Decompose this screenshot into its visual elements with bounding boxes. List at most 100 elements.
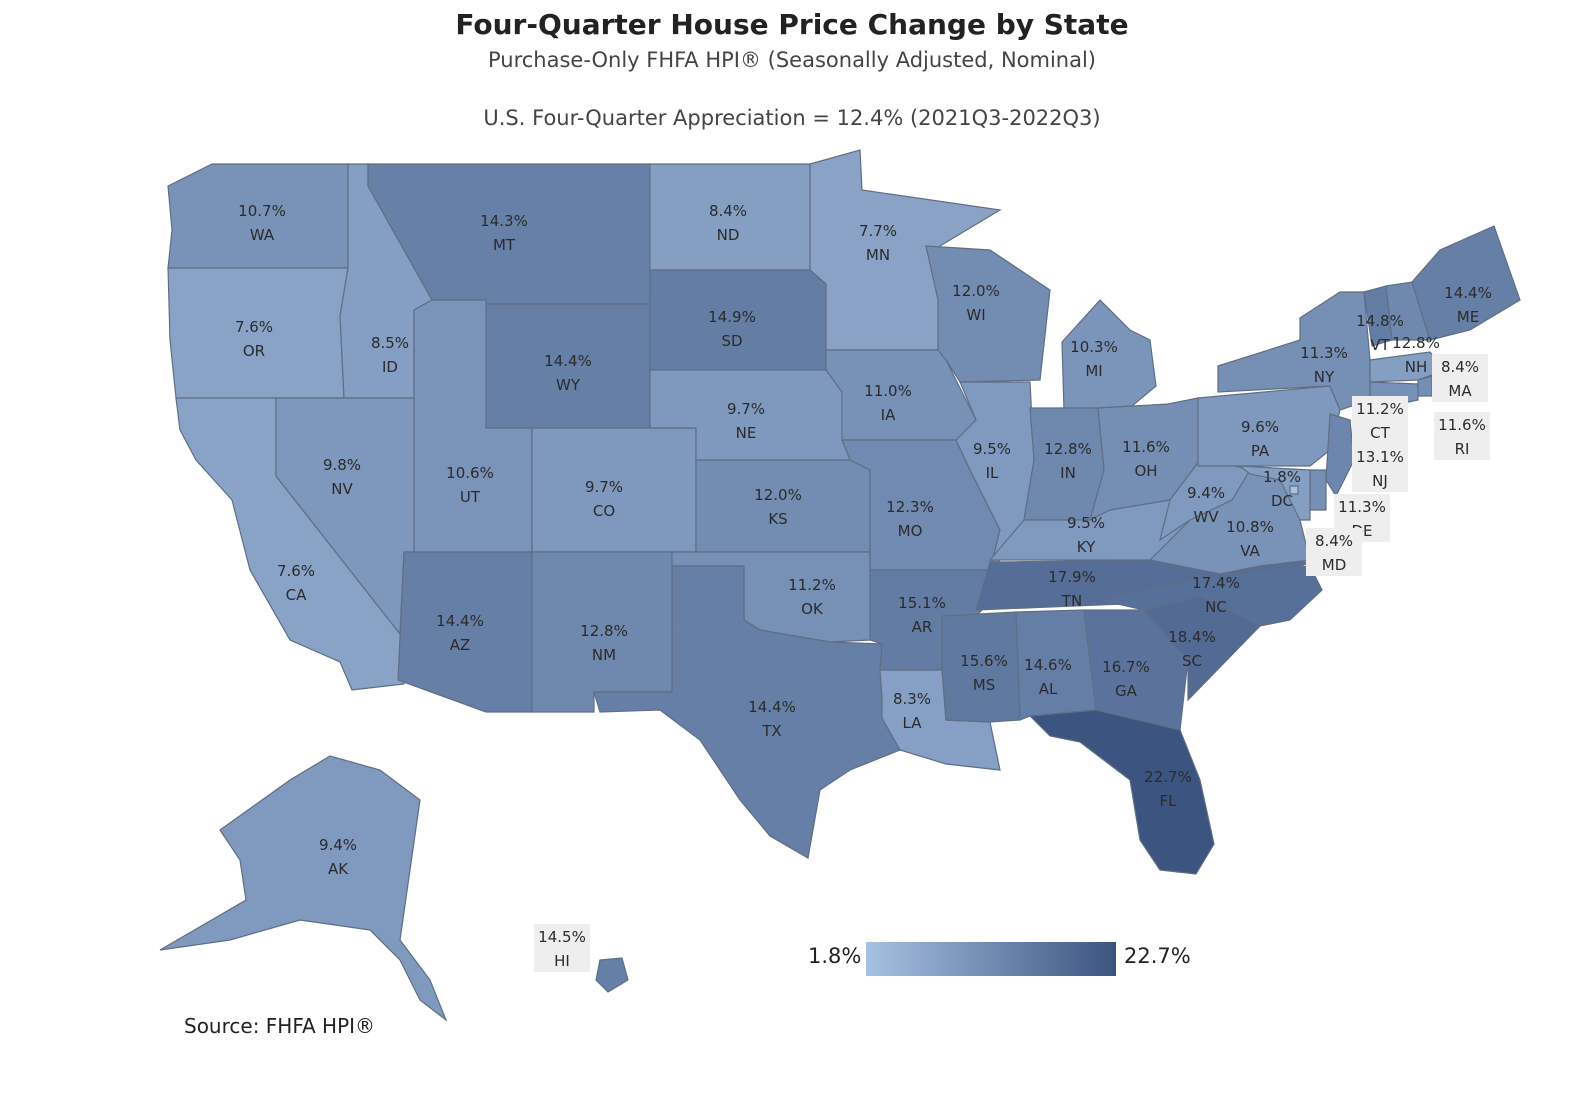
state-abbr-label: MS bbox=[973, 676, 995, 694]
us-appreciation-note: U.S. Four-Quarter Appreciation = 12.4% (… bbox=[483, 106, 1101, 130]
state-value-label: 11.6% bbox=[1122, 438, 1170, 456]
state-label-tn: 17.9% TN bbox=[1048, 568, 1096, 610]
state-abbr-label: TN bbox=[1061, 592, 1082, 610]
state-abbr-label: KS bbox=[768, 510, 787, 528]
label-box bbox=[1352, 396, 1408, 444]
state-dc[interactable] bbox=[1289, 485, 1299, 495]
state-abbr-label: NC bbox=[1205, 598, 1227, 616]
state-abbr-label: NM bbox=[592, 646, 616, 664]
state-label-ok: 11.2% OK bbox=[788, 576, 836, 618]
state-abbr-label: NH bbox=[1405, 358, 1428, 376]
state-abbr-label: PA bbox=[1251, 442, 1270, 460]
state-abbr-label: WV bbox=[1193, 508, 1219, 526]
state-value-label: 14.4% bbox=[544, 352, 592, 370]
state-value-label: 9.7% bbox=[585, 478, 623, 496]
state-label-mi: 10.3% MI bbox=[1070, 338, 1118, 380]
state-abbr-label: SD bbox=[721, 332, 742, 350]
states-layer bbox=[159, 149, 1521, 1022]
state-label-ia: 11.0% IA bbox=[864, 382, 912, 424]
state-abbr-label: OH bbox=[1134, 462, 1157, 480]
state-nc[interactable] bbox=[1099, 565, 1323, 627]
state-abbr-label: MA bbox=[1448, 382, 1472, 400]
state-label-in: 12.8% IN bbox=[1044, 440, 1092, 482]
state-abbr-label: FL bbox=[1160, 792, 1178, 810]
state-label-mo: 12.3% MO bbox=[886, 498, 934, 540]
state-label-ct: 11.2% CT bbox=[1352, 396, 1408, 444]
state-abbr-label: UT bbox=[460, 488, 481, 506]
state-abbr-label: KY bbox=[1077, 538, 1096, 556]
state-label-ri: 11.6% RI bbox=[1434, 412, 1490, 460]
label-box bbox=[1352, 444, 1408, 492]
state-abbr-label: ID bbox=[382, 358, 398, 376]
state-abbr-label: RI bbox=[1455, 440, 1470, 458]
state-me[interactable] bbox=[1411, 225, 1521, 341]
state-value-label: 11.0% bbox=[864, 382, 912, 400]
state-value-label: 14.5% bbox=[538, 928, 586, 946]
state-tx[interactable] bbox=[593, 565, 901, 859]
state-label-co: 9.7% CO bbox=[585, 478, 623, 520]
state-value-label: 7.6% bbox=[277, 562, 315, 580]
state-value-label: 14.4% bbox=[1444, 284, 1492, 302]
state-label-ne: 9.7% NE bbox=[727, 400, 765, 442]
state-abbr-label: MO bbox=[898, 522, 923, 540]
state-label-ar: 15.1% AR bbox=[898, 594, 946, 636]
state-label-la: 8.3% LA bbox=[893, 690, 931, 732]
state-label-nv: 9.8% NV bbox=[323, 456, 361, 498]
state-label-sc: 18.4% SC bbox=[1168, 628, 1216, 670]
state-label-wi: 12.0% WI bbox=[952, 282, 1000, 324]
state-ak[interactable] bbox=[159, 755, 448, 1022]
state-abbr-label: CO bbox=[593, 502, 615, 520]
state-label-hi: 14.5% HI bbox=[534, 924, 590, 972]
state-de[interactable] bbox=[1309, 469, 1327, 511]
state-value-label: 18.4% bbox=[1168, 628, 1216, 646]
state-abbr-label: IL bbox=[986, 464, 999, 482]
label-box bbox=[1432, 354, 1488, 402]
state-abbr-label: ME bbox=[1457, 308, 1479, 326]
state-abbr-label: MN bbox=[866, 246, 890, 264]
state-value-label: 14.6% bbox=[1024, 656, 1072, 674]
state-hi[interactable] bbox=[595, 957, 629, 993]
state-label-mt: 14.3% MT bbox=[480, 212, 528, 254]
state-md[interactable] bbox=[1238, 465, 1311, 521]
state-label-ga: 16.7% GA bbox=[1102, 658, 1150, 700]
state-abbr-label: NJ bbox=[1372, 472, 1388, 490]
state-label-ca: 7.6% CA bbox=[277, 562, 315, 604]
label-box bbox=[1306, 528, 1362, 576]
state-label-md: 8.4% MD bbox=[1306, 528, 1362, 576]
labels-layer: 10.7%WA7.6%OR7.6%CA8.5%ID9.8%NV14.3%MT14… bbox=[235, 202, 1492, 972]
state-label-nm: 12.8% NM bbox=[580, 622, 628, 664]
state-label-tx: 14.4% TX bbox=[748, 698, 796, 740]
state-abbr-label: WI bbox=[966, 306, 985, 324]
state-label-fl: 22.7% FL bbox=[1144, 768, 1192, 810]
state-fl[interactable] bbox=[1028, 709, 1215, 875]
state-value-label: 9.4% bbox=[1187, 484, 1225, 502]
state-value-label: 14.3% bbox=[480, 212, 528, 230]
state-value-label: 11.3% bbox=[1300, 344, 1348, 362]
state-nj[interactable] bbox=[1325, 413, 1355, 498]
state-az[interactable] bbox=[397, 551, 533, 713]
state-label-va: 10.8% VA bbox=[1226, 518, 1274, 560]
state-label-ms: 15.6% MS bbox=[960, 652, 1008, 694]
legend-max-label: 22.7% bbox=[1124, 944, 1191, 968]
state-label-il: 9.5% IL bbox=[973, 440, 1011, 482]
state-abbr-label: VT bbox=[1370, 336, 1390, 354]
state-value-label: 8.4% bbox=[709, 202, 747, 220]
state-ks[interactable] bbox=[695, 459, 871, 553]
state-label-dc: 1.8% DC bbox=[1263, 468, 1301, 510]
state-label-ut: 10.6% UT bbox=[446, 464, 494, 506]
state-label-nh: 12.8% NH bbox=[1392, 334, 1440, 376]
state-value-label: 10.6% bbox=[446, 464, 494, 482]
state-label-pa: 9.6% PA bbox=[1241, 418, 1279, 460]
state-value-label: 13.1% bbox=[1356, 448, 1404, 466]
state-abbr-label: TX bbox=[761, 722, 781, 740]
state-value-label: 22.7% bbox=[1144, 768, 1192, 786]
state-value-label: 12.3% bbox=[886, 498, 934, 516]
state-value-label: 12.0% bbox=[754, 486, 802, 504]
state-label-nc: 17.4% NC bbox=[1192, 574, 1240, 616]
state-value-label: 15.1% bbox=[898, 594, 946, 612]
state-value-label: 11.6% bbox=[1438, 416, 1486, 434]
state-abbr-label: WA bbox=[250, 226, 275, 244]
state-value-label: 12.8% bbox=[580, 622, 628, 640]
state-ri[interactable] bbox=[1417, 375, 1433, 397]
